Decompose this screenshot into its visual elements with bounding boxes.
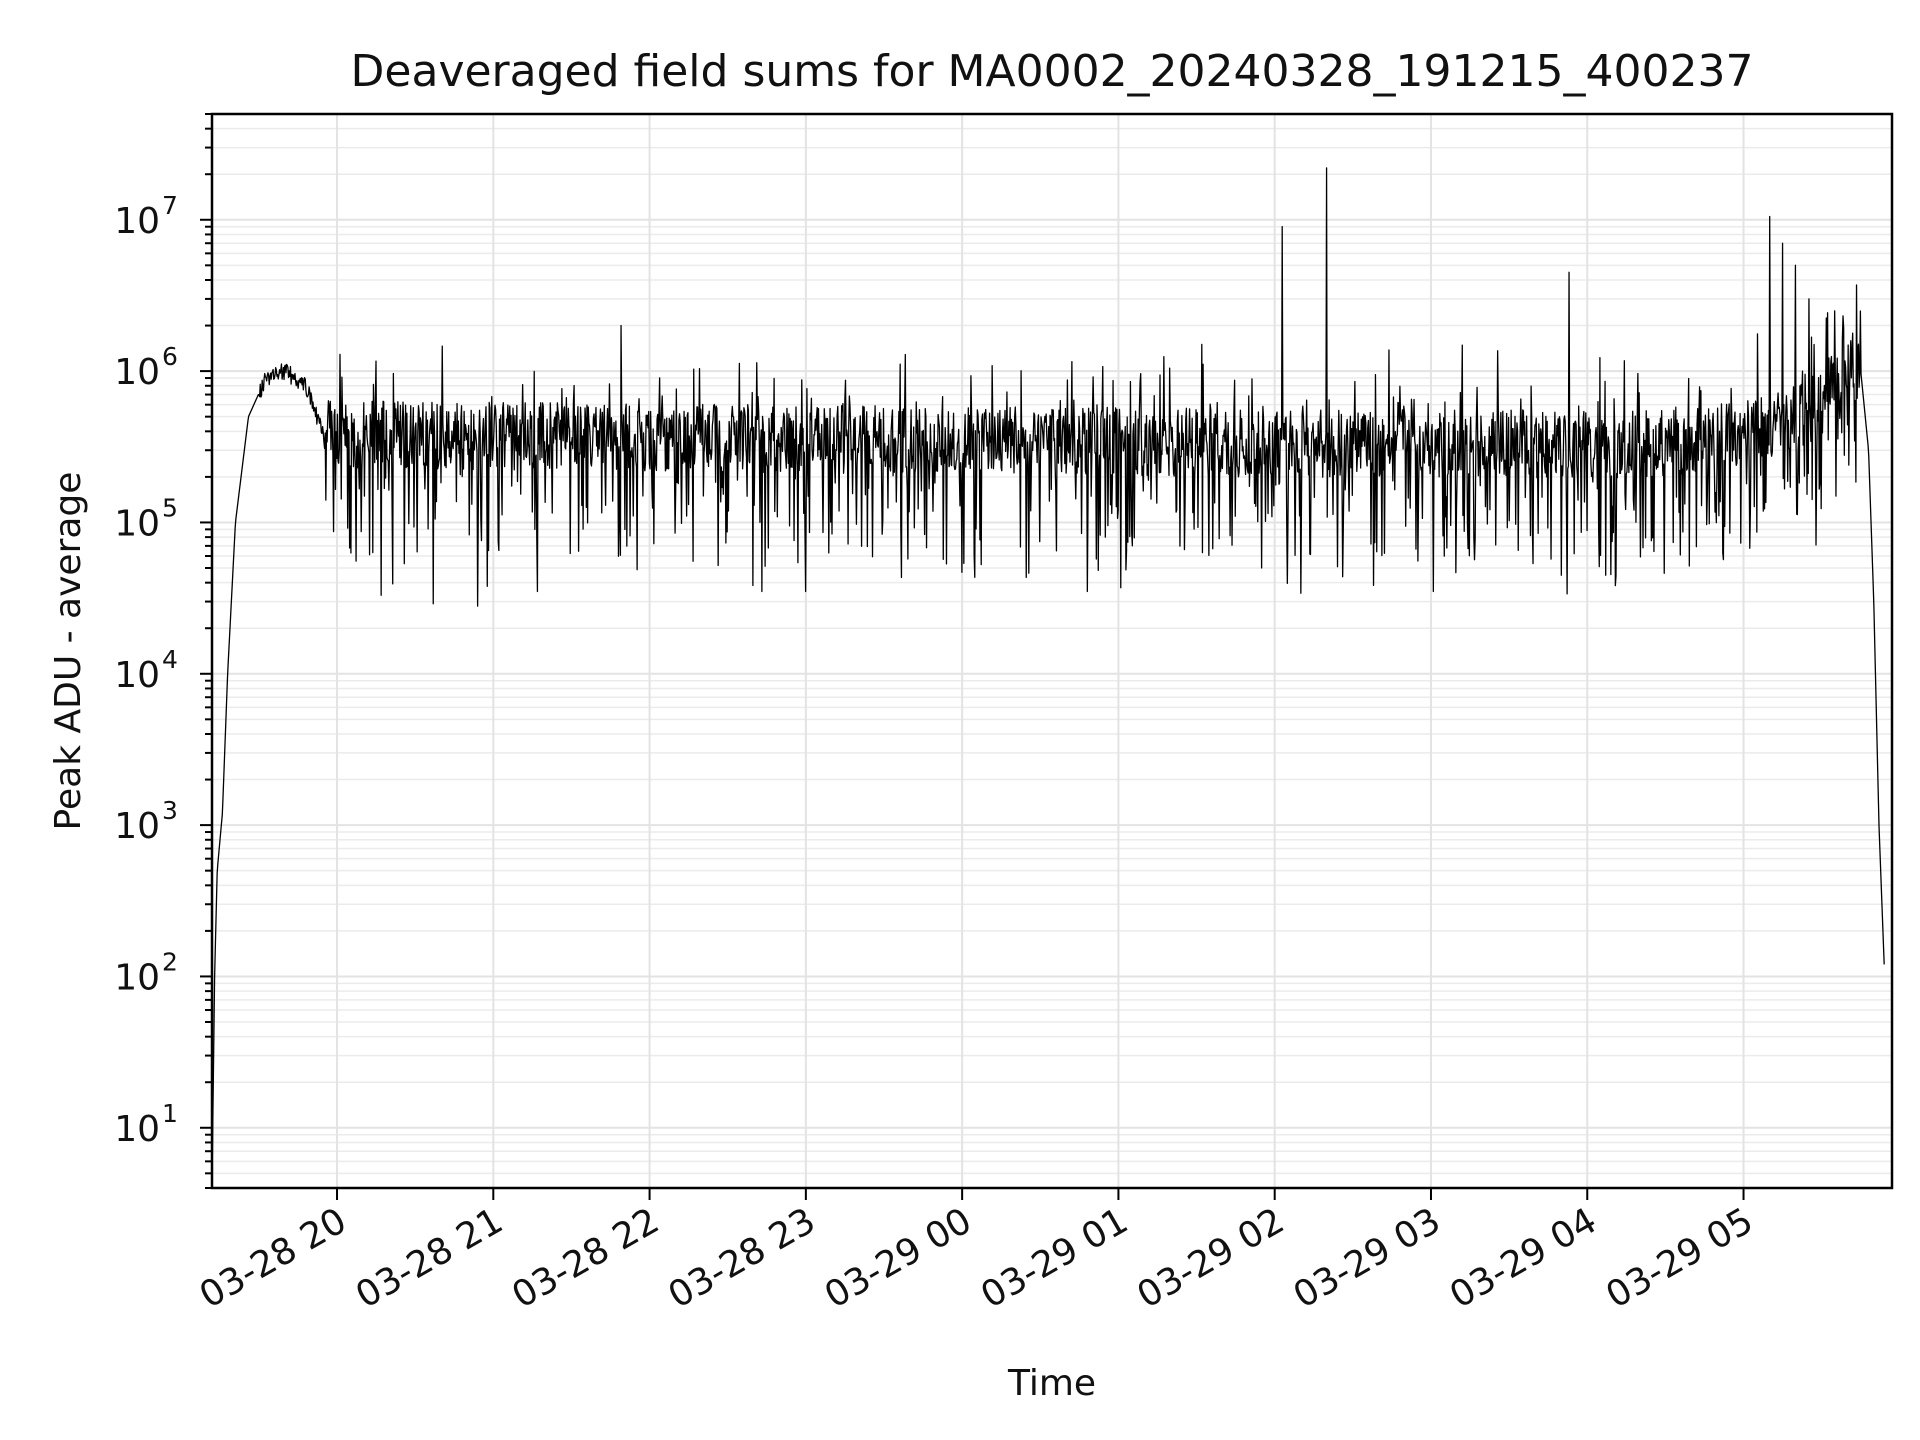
y-tick-exponent: 2 [162,947,178,976]
series-line [211,167,1885,1189]
y-tick-exponent: 6 [162,342,178,371]
y-tick-exponent: 4 [162,645,178,674]
y-tick-label: 10 [114,352,160,393]
chart-title: Deaveraged field sums for MA0002_2024032… [351,46,1754,97]
y-tick-exponent: 3 [162,796,178,825]
plot-frame [210,112,1894,1190]
series [211,167,1885,1189]
y-tick-label: 10 [114,201,160,242]
y-tick-label: 10 [114,957,160,998]
y-tick-label: 10 [114,1109,160,1150]
x-axis-label: Time [1007,1363,1096,1404]
y-tick-exponent: 5 [162,493,178,522]
y-axis-label: Peak ADU - average [48,472,89,831]
y-tick-exponent: 7 [162,191,178,220]
y-tick-label: 10 [114,806,160,847]
y-tick-label: 10 [114,655,160,696]
y-tick-label: 10 [114,503,160,544]
y-tick-exponent: 1 [162,1099,178,1128]
